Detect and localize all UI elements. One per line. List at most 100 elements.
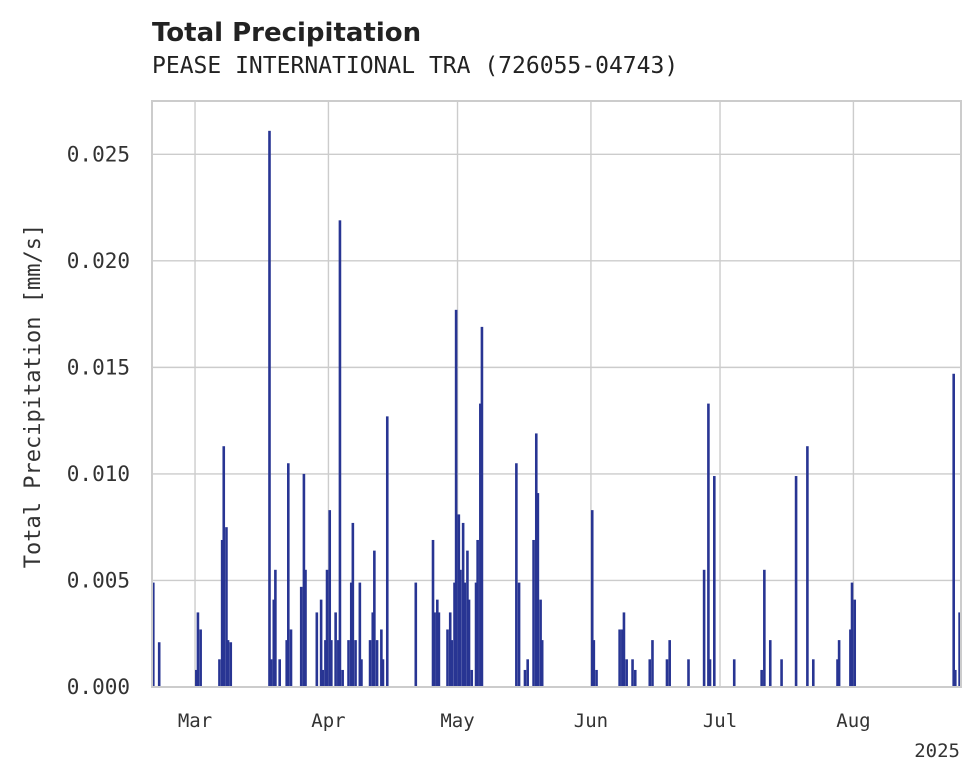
precip-bar: [360, 659, 363, 687]
precip-bar: [351, 522, 355, 687]
precip-bar: [229, 642, 233, 687]
precip-bar: [371, 612, 375, 687]
x-tick-label: Jun: [574, 710, 608, 732]
precip-bar: [958, 612, 961, 687]
precip-bar: [431, 539, 435, 687]
precip-bar: [515, 463, 518, 687]
y-axis-label: Total Precipitation [mm/s]: [21, 224, 46, 568]
precip-bar: [651, 640, 654, 687]
precip-bar: [707, 403, 710, 687]
precip-bar: [349, 582, 353, 687]
precip-bar: [806, 446, 809, 687]
precip-bar: [708, 659, 712, 687]
precip-bar: [299, 586, 303, 687]
precip-bar: [274, 569, 277, 687]
precip-bar: [768, 640, 772, 687]
precip-bar: [539, 599, 542, 687]
precip-bar: [713, 476, 716, 687]
precip-bar: [195, 669, 198, 687]
precip-bar: [853, 599, 857, 687]
precip-bar: [152, 582, 155, 687]
precip-bar: [380, 629, 383, 687]
precip-bar: [540, 640, 544, 687]
y-tick-label: 0.025: [67, 142, 130, 166]
precip-bar: [476, 539, 479, 687]
precip-bar: [414, 582, 418, 687]
precip-bar: [334, 612, 337, 687]
precip-bar: [532, 539, 535, 687]
precip-bar: [454, 309, 458, 687]
y-tick-label: 0.010: [67, 462, 130, 486]
precip-bar: [625, 659, 628, 687]
precip-bar: [368, 640, 372, 687]
precip-bar: [341, 669, 344, 687]
precip-bar: [665, 659, 669, 687]
precip-bar: [347, 640, 350, 687]
precip-bar: [196, 612, 200, 687]
chart-title: Total Precipitation: [152, 18, 421, 48]
precip-bar: [837, 640, 841, 687]
precip-bar: [849, 629, 852, 687]
precip-bar: [668, 640, 671, 687]
precip-bar: [648, 659, 652, 687]
precip-bar: [702, 569, 706, 687]
precip-bar: [534, 433, 538, 687]
x-tick-label: Mar: [178, 710, 212, 732]
precip-bar: [592, 640, 596, 687]
precip-bar: [324, 640, 327, 687]
precip-bar: [226, 640, 230, 687]
precip-bar: [850, 582, 854, 687]
precip-bar: [633, 669, 637, 687]
precip-bar: [952, 373, 955, 687]
precip-bar: [480, 326, 484, 687]
y-tick-label: 0.005: [67, 568, 130, 592]
precip-bar: [373, 550, 376, 687]
precip-bar: [470, 669, 474, 687]
precip-bar: [479, 403, 482, 687]
precip-bar: [287, 463, 290, 687]
precip-bar: [461, 522, 465, 687]
x-tick-label: May: [440, 710, 474, 732]
precip-bar: [811, 659, 815, 687]
x-tick-label: Apr: [311, 710, 345, 732]
precip-bar: [463, 582, 467, 687]
precip-bar: [953, 669, 957, 687]
precip-bar: [474, 582, 478, 687]
precip-bar: [595, 669, 598, 687]
precip-bar: [836, 659, 839, 687]
precip-bar: [354, 640, 357, 687]
precip-bar: [760, 669, 763, 687]
precip-bar: [375, 640, 379, 687]
precip-bar: [526, 659, 529, 687]
precip-bar: [459, 569, 462, 687]
precip-bar: [457, 514, 461, 687]
precip-bar: [338, 220, 342, 687]
precip-bar: [385, 416, 389, 687]
precip-bar: [272, 599, 276, 687]
precip-bar: [225, 527, 228, 687]
precip-bar: [466, 550, 469, 687]
precip-bar: [289, 629, 293, 687]
chart-subtitle: PEASE INTERNATIONAL TRA (726055-04743): [152, 53, 678, 79]
precip-bar: [315, 612, 319, 687]
plot-frame: [151, 100, 962, 688]
precip-bar: [220, 539, 224, 687]
grid-lines: [152, 101, 961, 688]
precip-bar: [794, 476, 798, 687]
precip-bar: [618, 629, 621, 687]
precip-bar: [453, 582, 456, 687]
precip-bar: [622, 612, 626, 687]
precip-bar: [199, 629, 202, 687]
y-tick-label: 0.000: [67, 675, 130, 699]
precip-bar: [763, 569, 766, 687]
precip-bar: [687, 659, 690, 687]
precip-bar: [523, 669, 527, 687]
precip-bar: [222, 446, 226, 687]
precip-bar: [446, 629, 449, 687]
precip-bar: [278, 659, 281, 687]
precip-bar: [467, 599, 471, 687]
precip-bar: [304, 569, 307, 687]
precip-bar: [337, 640, 340, 687]
precip-bar: [732, 659, 736, 687]
